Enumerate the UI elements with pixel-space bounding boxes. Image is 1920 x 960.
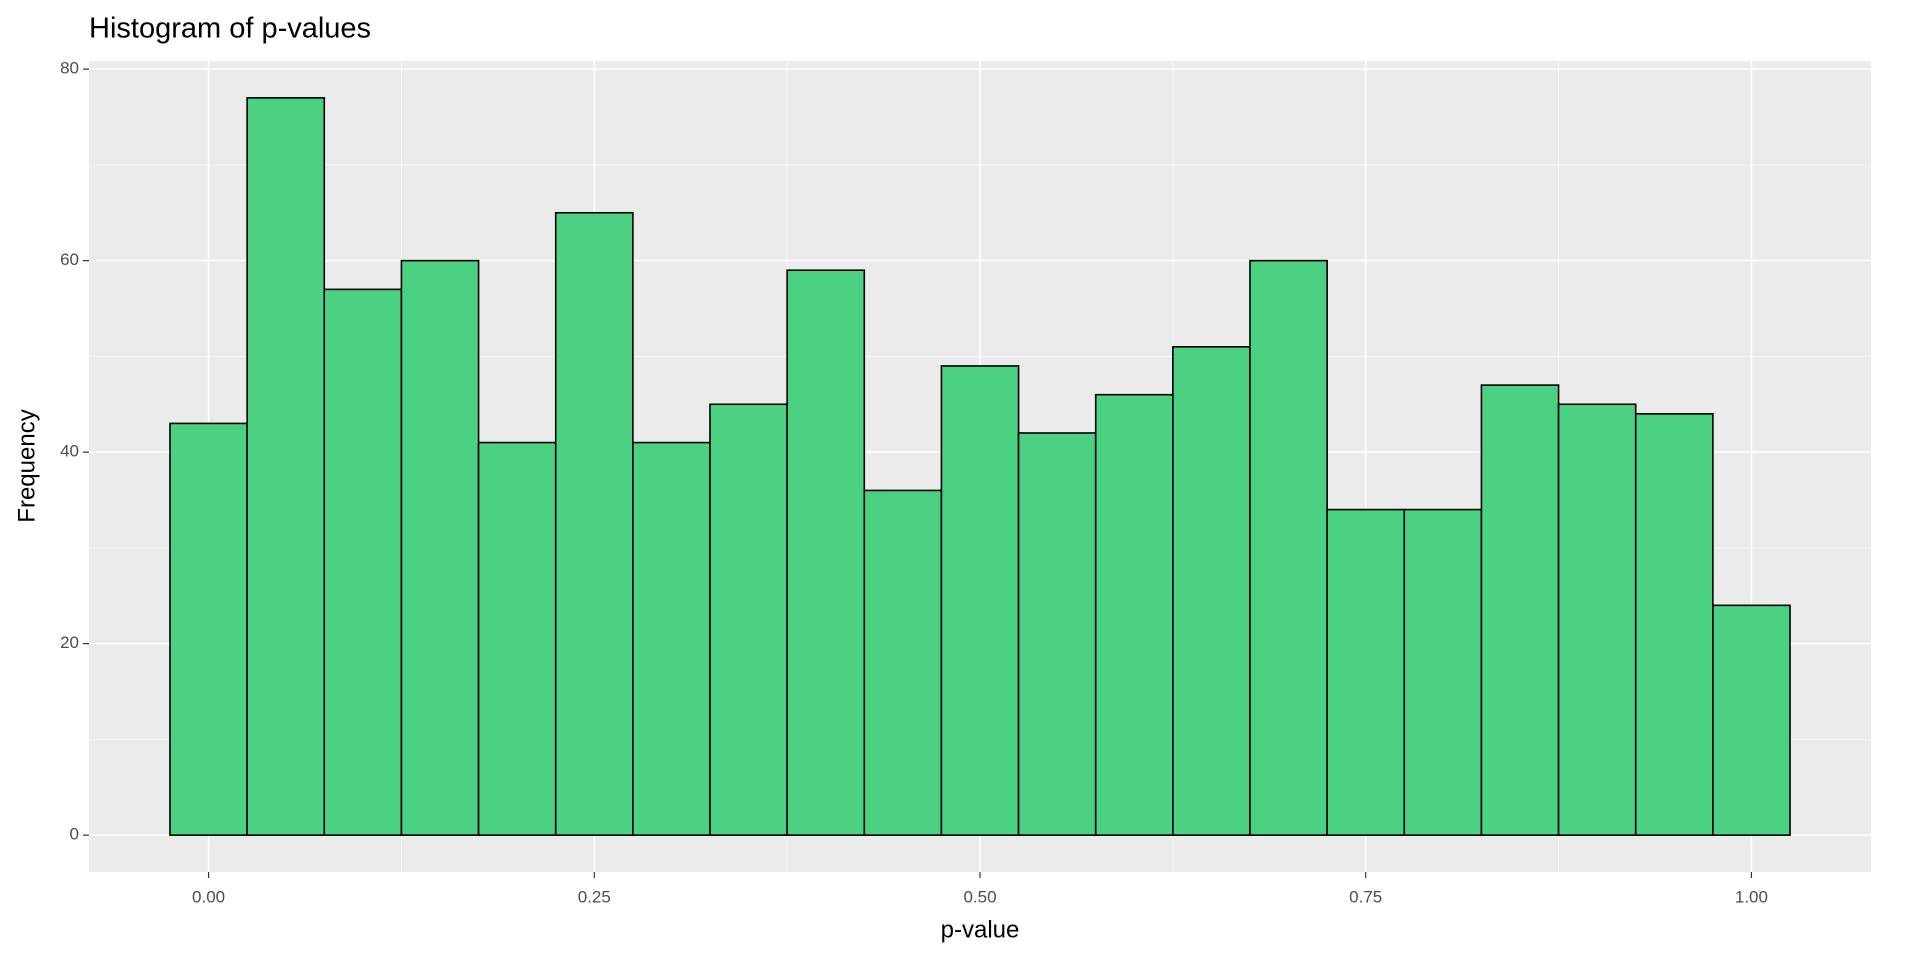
bar	[709, 403, 788, 836]
y-axis-title: Frequency	[13, 409, 40, 522]
bar	[632, 441, 711, 836]
bar	[323, 288, 403, 836]
y-tick-label: 40	[60, 442, 79, 461]
bar	[1017, 432, 1097, 836]
y-tick-label: 60	[60, 250, 79, 269]
bar	[400, 259, 480, 836]
bar	[169, 422, 248, 836]
bar	[786, 269, 866, 836]
bar	[1712, 604, 1791, 836]
x-axis-title: p-value	[941, 916, 1020, 943]
bar	[1557, 403, 1637, 836]
bar	[1172, 346, 1251, 836]
y-tick-label: 20	[60, 633, 79, 652]
x-tick-label: 0.75	[1349, 887, 1382, 906]
x-tick-label: 0.25	[578, 887, 611, 906]
chart-title: Histogram of p-values	[89, 13, 371, 45]
bar	[554, 211, 634, 836]
bar	[1634, 413, 1714, 836]
bar	[1326, 508, 1406, 836]
bar	[940, 365, 1020, 836]
y-tick-label: 80	[60, 59, 79, 78]
x-tick-label: 1.00	[1735, 887, 1768, 906]
bar	[1403, 508, 1483, 836]
x-tick-label: 0.50	[963, 887, 996, 906]
bar	[1249, 259, 1328, 836]
bar	[863, 489, 943, 836]
bar	[246, 97, 326, 836]
bar	[1480, 384, 1560, 836]
bar	[477, 441, 557, 836]
bar	[1094, 393, 1174, 836]
x-tick-label: 0.00	[192, 887, 225, 906]
y-tick-label: 0	[70, 825, 79, 844]
